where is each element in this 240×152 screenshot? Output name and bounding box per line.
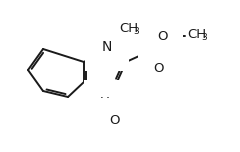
Text: 3: 3: [201, 33, 207, 43]
Text: N: N: [102, 40, 112, 54]
Text: 3: 3: [133, 28, 139, 36]
Text: H: H: [100, 95, 110, 109]
Text: O: O: [109, 114, 119, 126]
Text: O: O: [157, 29, 167, 43]
Text: CH: CH: [187, 29, 206, 41]
Text: O: O: [154, 62, 164, 74]
Text: CH: CH: [119, 22, 138, 36]
